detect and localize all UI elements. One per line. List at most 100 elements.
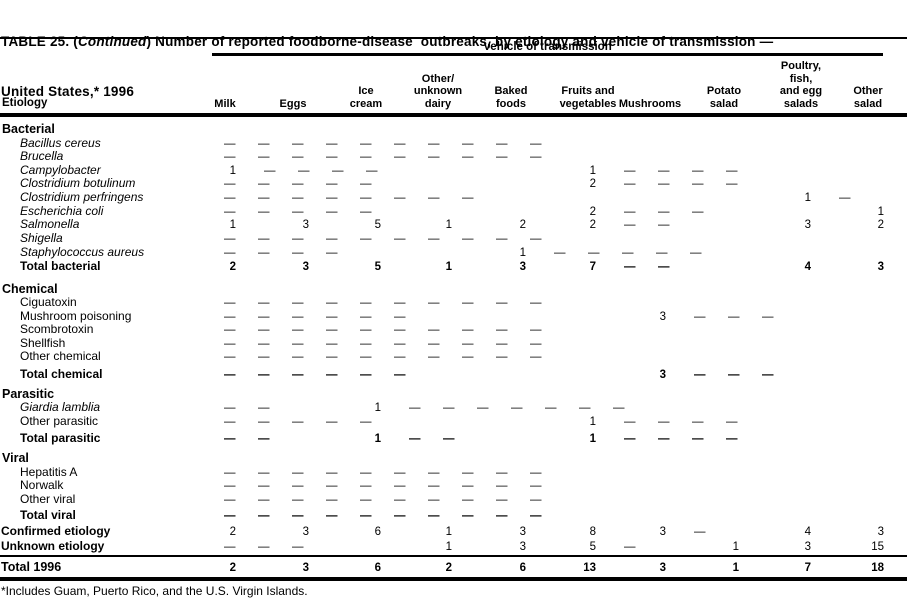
table-cell: — [545,402,557,414]
table-cell: — [224,433,236,445]
table-cell: — [726,165,738,177]
row-label: Total parasitic [20,431,101,445]
column-headers: Milk Eggs Ice cream Other/ unknown dairy Bak… [0,56,907,110]
row-label: Chemical [2,282,58,296]
table-cell: — [462,324,474,336]
table-cell: — [292,369,304,381]
row-label: Total bacterial [20,259,101,273]
table-cell: — [692,206,704,218]
table-cell: — [292,510,304,522]
table-cell: — [496,297,508,309]
table-cell: 7 [804,562,811,574]
row-label: Bacterial [2,122,55,136]
table-cell: — [360,467,372,479]
table-cell: — [658,416,670,428]
title-line2: United States,* 1996 [1,83,135,99]
table-cell: — [579,402,591,414]
table-cell: 1 [589,433,596,445]
table-cell: — [462,494,474,506]
table-cell: — [694,526,706,538]
table-cell: — [394,494,406,506]
table-cell: — [726,433,738,445]
table-cell: — [658,433,670,445]
table-cell: — [326,510,338,522]
table-cell: — [360,480,372,492]
table-cell: — [224,311,236,323]
table-row: Other chemical — — — — — — — — — — [0,350,907,364]
table-cell: — [462,480,474,492]
table-cell: — [326,351,338,363]
table-cell: — [224,324,236,336]
table-cell: 2 [445,562,452,574]
table-row: Mushroom poisoning — — — — — — 3 — — — [0,310,907,324]
table-cell: — [394,351,406,363]
table-cell: — [462,192,474,204]
table-cell: — [428,297,440,309]
table-cell: 3 [519,526,526,538]
table-cell: — [292,416,304,428]
table-cell: 1 [445,219,452,231]
table-cell: — [292,467,304,479]
table-cell: — [624,165,636,177]
table-cell: 3 [659,369,666,381]
table-cell: 5 [374,219,381,231]
table-cell: — [428,233,440,245]
table-cell: — [690,247,702,259]
row-label: Norwalk [20,478,64,492]
table-cell: 15 [871,541,884,553]
row-label: Other parasitic [20,414,99,428]
table-cell: — [292,351,304,363]
table-cell: — [624,219,636,231]
table-cell: — [692,416,704,428]
table-cell: 3 [877,526,884,538]
table-cell: — [622,247,634,259]
table-row: Total chemical — — — — — — 3 — — — [0,368,907,382]
table-cell: — [224,369,236,381]
table-cell: — [530,480,542,492]
table-cell: 3 [519,261,526,273]
table-row: Confirmed etiology 2 3 6 1 3 8 3—4 3 [0,525,907,539]
table-cell: — [496,510,508,522]
table-cell: — [728,311,740,323]
table-cell: — [839,192,851,204]
table-cell: — [224,351,236,363]
table-cell: — [496,151,508,163]
row-label: Total 1996 [1,560,62,574]
table-cell: 2 [877,219,884,231]
table-cell: — [496,338,508,350]
table-cell: — [762,369,774,381]
table-cell: — [658,165,670,177]
table-cell: 3 [302,526,309,538]
table-cell: — [394,467,406,479]
table-cell: — [462,138,474,150]
header-rule [0,113,907,117]
column-header: Poultry, fish, and egg salads [779,60,823,110]
table-cell: — [326,369,338,381]
table-cell: — [292,297,304,309]
row-label: Clostridium botulinum [20,176,136,190]
table-cell: — [292,338,304,350]
row-label: Scombrotoxin [20,322,94,336]
table-cell: — [496,494,508,506]
table-row: Shigella — — — — — — — — — — [0,232,907,246]
table-cell: — [292,206,304,218]
table-cell: — [394,510,406,522]
table-cell: 6 [374,562,381,574]
table-cell: — [530,233,542,245]
table-cell: — [292,151,304,163]
table-row: Clostridium perfringens — — — — — — — — 1 — [0,191,907,205]
table-cell: — [496,351,508,363]
table-cell: 4 [804,261,811,273]
table-cell: — [726,178,738,190]
table-cell: — [496,324,508,336]
table-cell: 4 [804,526,811,538]
table-cell: — [462,297,474,309]
table-cell: — [360,233,372,245]
table-cell: 2 [229,562,236,574]
table-cell: 5 [374,261,381,273]
table-cell: 1 [519,247,526,259]
table-cell: — [224,233,236,245]
table-cell: — [258,433,270,445]
table-cell: — [409,433,421,445]
table-cell: — [292,480,304,492]
